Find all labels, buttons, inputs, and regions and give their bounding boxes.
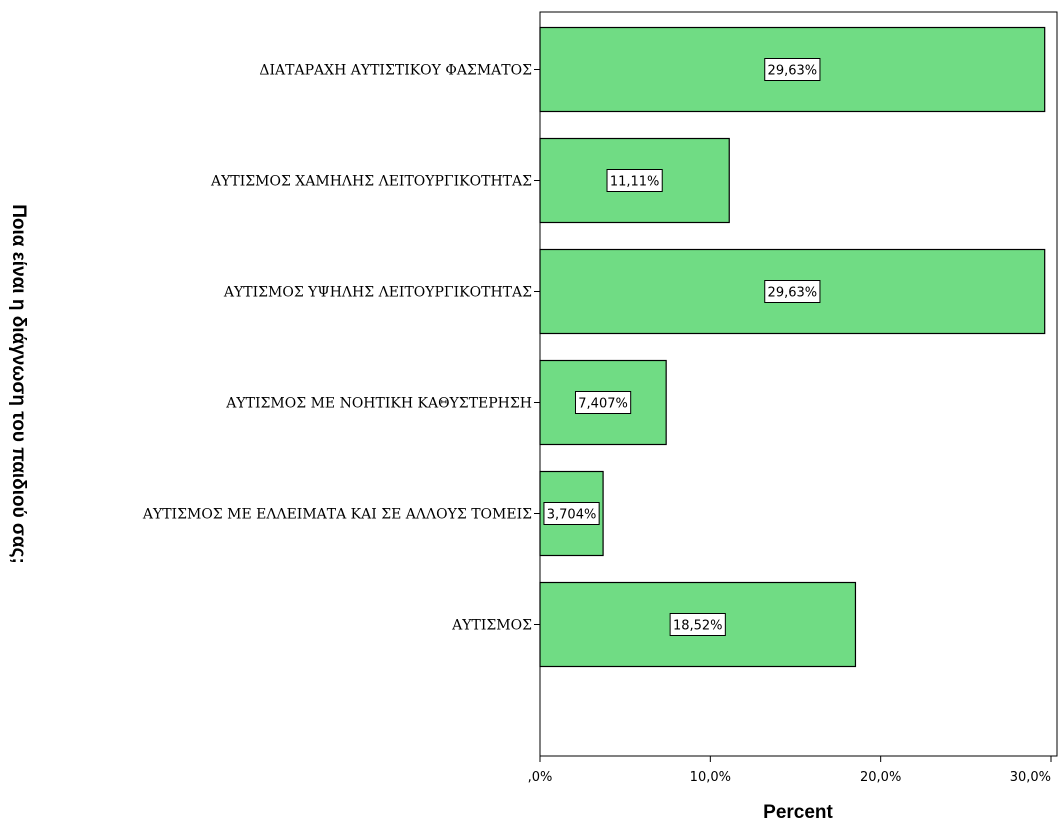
category-label: ΔΙΑΤΑΡΑΧΗ ΑΥΤΙΣΤΙΚΟΥ ΦΑΣΜΑΤΟΣ xyxy=(259,63,532,79)
bars-group: 29,63% 11,11% 29,63% 7,407% 3,704% 18,52% xyxy=(539,26,1046,668)
x-tick-label: 30,0% xyxy=(1010,770,1051,785)
category-label: ΑΥΤΙΣΜΟΣ ΧΑΜΗΛΗΣ ΛΕΙΤΟΥΡΓΙΚΟΤΗΤΑΣ xyxy=(210,174,532,190)
data-label: 29,63% xyxy=(768,64,818,79)
category-label: ΑΥΤΙΣΜΟΣ ΥΨΗΛΗΣ ΛΕΙΤΟΥΡΓΙΚΟΤΗΤΑΣ xyxy=(223,285,532,301)
category-label: ΑΥΤΙΣΜΟΣ ΜΕ ΕΛΛΕΙΜΑΤΑ ΚΑΙ ΣΕ ΑΛΛΟΥΣ ΤΟΜΕ… xyxy=(142,507,532,523)
data-label-box xyxy=(764,280,821,303)
x-ticks-group: ,0% 10,0% 20,0% 30,0% xyxy=(528,756,1052,785)
category-label: ΑΥΤΙΣΜΟΣ xyxy=(451,618,532,634)
x-tick-label: 10,0% xyxy=(690,770,731,785)
category-ticks-group: ΔΙΑΤΑΡΑΧΗ ΑΥΤΙΣΤΙΚΟΥ ΦΑΣΜΑΤΟΣ ΑΥΤΙΣΜΟΣ ΧΑ… xyxy=(142,63,540,634)
x-tick-label: 20,0% xyxy=(860,770,901,785)
data-label: 7,407% xyxy=(578,397,628,412)
x-axis-title: Percent xyxy=(763,802,833,823)
category-label: ΑΥΤΙΣΜΟΣ ΜΕ ΝΟΗΤΙΚΗ ΚΑΘΥΣΤΕΡΗΣΗ xyxy=(225,396,532,412)
data-label: 18,52% xyxy=(673,619,723,634)
y-axis-title: Ποια είναι η διάγνωση του παιδιού σας; xyxy=(8,204,29,564)
data-label-box xyxy=(764,58,821,81)
data-label-box xyxy=(543,502,600,525)
plot-frame xyxy=(539,11,1058,757)
x-tick-label: ,0% xyxy=(528,770,553,785)
data-label-box xyxy=(669,613,726,636)
data-label: 11,11% xyxy=(610,175,660,190)
data-label-box xyxy=(606,169,663,192)
data-label: 3,704% xyxy=(547,508,597,523)
data-label-box xyxy=(574,391,632,414)
data-label: 29,63% xyxy=(768,286,818,301)
